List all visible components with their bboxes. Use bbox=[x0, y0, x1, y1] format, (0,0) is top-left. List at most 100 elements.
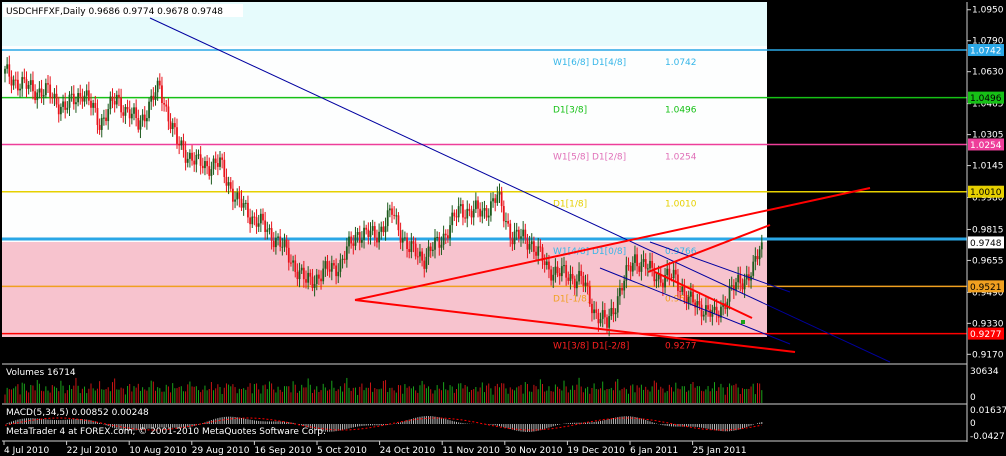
time-tick-label: 29 Aug 2010 bbox=[192, 446, 250, 456]
candle-body bbox=[395, 215, 398, 217]
candle-body bbox=[627, 265, 630, 267]
candle-body bbox=[96, 107, 99, 126]
candle-body bbox=[356, 232, 359, 235]
candle-body bbox=[636, 254, 638, 267]
price-axis bbox=[968, 0, 1006, 456]
candle-body bbox=[623, 280, 626, 291]
candle-body bbox=[707, 305, 709, 310]
candle-body bbox=[571, 274, 574, 279]
candle-body bbox=[193, 160, 196, 165]
candle-body bbox=[154, 92, 157, 100]
candle-body bbox=[315, 274, 318, 284]
candle-body bbox=[556, 266, 559, 273]
candle-body bbox=[666, 268, 669, 275]
candle-body bbox=[380, 226, 383, 232]
level-value: 1.0742 bbox=[665, 58, 697, 68]
candle-body bbox=[139, 120, 142, 130]
level-value: 1.0010 bbox=[665, 200, 697, 210]
price-tag-box bbox=[968, 236, 1004, 249]
candle-body bbox=[423, 260, 426, 269]
trendline-lower[interactable] bbox=[354, 299, 796, 353]
candle-body bbox=[283, 239, 286, 247]
candle-body bbox=[616, 296, 619, 313]
candle-body bbox=[128, 109, 131, 119]
candle-body bbox=[410, 241, 413, 252]
candle-body bbox=[105, 117, 107, 122]
candle-body bbox=[692, 291, 694, 303]
candle-body bbox=[687, 296, 690, 304]
channel-line-long[interactable] bbox=[149, 17, 891, 363]
candle-body bbox=[696, 301, 699, 308]
candle-body bbox=[640, 261, 643, 272]
candle-body bbox=[180, 140, 183, 146]
candle-body bbox=[552, 274, 555, 281]
candle-body bbox=[214, 158, 217, 164]
candle-body bbox=[236, 192, 239, 200]
candle-body bbox=[608, 316, 611, 328]
candle-body bbox=[158, 80, 161, 86]
zone-right-dark bbox=[767, 2, 967, 364]
level-label: W1[5/8] D1[2/8] bbox=[553, 152, 626, 162]
candle-body bbox=[427, 246, 430, 257]
candle-body bbox=[416, 256, 419, 258]
candle-body bbox=[492, 198, 494, 202]
candle-body bbox=[60, 106, 62, 115]
candle-body bbox=[298, 270, 301, 280]
candle-body bbox=[330, 263, 333, 272]
candle-body bbox=[376, 237, 378, 243]
time-tick-label: 6 Jan 2011 bbox=[630, 446, 678, 456]
candle-body bbox=[599, 319, 602, 324]
candle-body bbox=[477, 200, 479, 209]
candle-body bbox=[350, 236, 353, 244]
candle-body bbox=[378, 231, 380, 243]
trendline-wedge-bottom[interactable] bbox=[654, 271, 753, 319]
candle-body bbox=[595, 309, 598, 313]
channel-line-upper[interactable] bbox=[649, 241, 791, 293]
candle-body bbox=[40, 88, 43, 97]
candle-body bbox=[657, 274, 660, 280]
candle-body bbox=[141, 114, 144, 121]
candle-body bbox=[302, 267, 305, 280]
time-tick-label: 11 Nov 2010 bbox=[442, 446, 500, 456]
candle-body bbox=[34, 91, 36, 101]
candle-body bbox=[384, 226, 387, 233]
candle-body bbox=[4, 68, 6, 74]
candle-body bbox=[371, 226, 374, 231]
candle-body bbox=[152, 95, 155, 100]
candle-body bbox=[354, 234, 357, 246]
candle-body bbox=[498, 191, 501, 195]
candle-body bbox=[137, 118, 140, 130]
price-tick-label: 0.9815 bbox=[972, 225, 1004, 235]
candle-body bbox=[251, 216, 254, 225]
candle-body bbox=[169, 121, 172, 130]
candle-body bbox=[363, 227, 365, 240]
price-tick-label: 0.9980 bbox=[972, 194, 1004, 204]
candle-body bbox=[694, 302, 697, 308]
candle-body bbox=[528, 244, 531, 250]
candle-body bbox=[646, 268, 649, 270]
candle-body bbox=[300, 267, 303, 271]
candle-body bbox=[565, 264, 568, 278]
candle-body bbox=[681, 286, 684, 292]
candle-body bbox=[670, 277, 673, 279]
candle-body bbox=[191, 152, 193, 161]
candle-body bbox=[543, 261, 546, 265]
candle-body bbox=[653, 267, 656, 282]
candle-body bbox=[285, 239, 288, 248]
candle-body bbox=[683, 286, 686, 296]
candle-body bbox=[173, 123, 176, 128]
candle-body bbox=[12, 79, 15, 86]
candle-body bbox=[603, 310, 606, 318]
candle-body bbox=[255, 217, 258, 227]
candle-body bbox=[294, 260, 297, 272]
level-label: W1[4/8] D1[0/8] bbox=[553, 247, 626, 257]
channel-line-lower[interactable] bbox=[599, 267, 791, 345]
candle-body bbox=[311, 276, 314, 288]
trendline-upper[interactable] bbox=[354, 187, 871, 301]
candle-body bbox=[313, 283, 316, 288]
candle-body bbox=[399, 230, 402, 243]
price-axis-tags: 1.0742 1.0496 1.0254 1.0010 0.9748 0.9521 0.92… bbox=[968, 44, 1004, 340]
trendline-wedge-top[interactable] bbox=[647, 224, 771, 273]
